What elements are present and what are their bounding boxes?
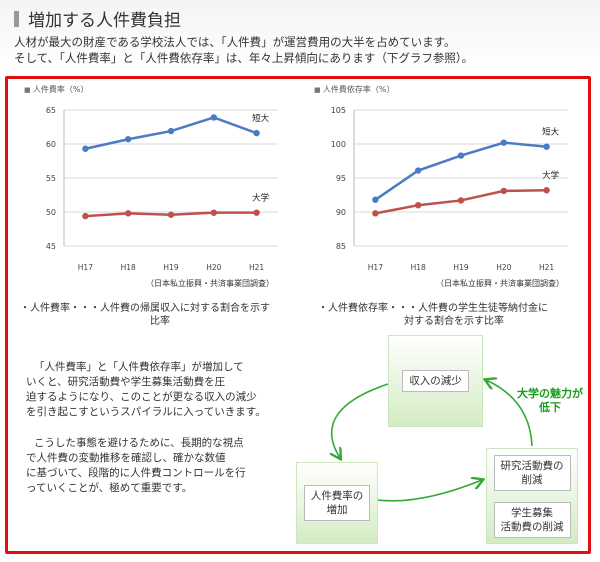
node-research-cut: 研究活動費の 削減: [493, 454, 571, 491]
arrow-research-to-income: [486, 380, 533, 447]
data-point: [372, 210, 379, 217]
arrow-income-to-personnel: [332, 383, 389, 458]
data-point: [543, 187, 550, 194]
node-income-decrease: 収入の減少: [388, 335, 483, 427]
arrow-personnel-to-research: [377, 480, 482, 502]
y-tick-label: 90: [336, 208, 346, 217]
definition-line: 比率: [150, 316, 170, 327]
chart-source: （日本私立振興・共済事業団調査）: [436, 278, 564, 288]
body-line: 迫するようになり、このことが更なる収入の減少: [26, 391, 257, 403]
data-point: [500, 187, 507, 195]
node-label: 人件費率の 増加: [303, 485, 371, 521]
data-point: [415, 202, 422, 209]
header-band: [0, 0, 600, 72]
body-line: で人件費の変動推移を確認し、確かな数値: [26, 452, 226, 464]
body-line: 「人件費率」と「人件費依存率」が増加して: [34, 361, 244, 373]
data-point: [210, 114, 217, 121]
node-label-line: 増加: [326, 504, 348, 516]
data-point: [253, 129, 260, 137]
data-point: [210, 209, 217, 216]
x-tick-label: H21: [539, 263, 554, 272]
y-tick-label: 85: [336, 242, 346, 251]
chart-dependency-rate: 人件費依存率（%） 85 90 95 100 105 H17 H18 H19 H20 H21 （日本…: [312, 80, 586, 292]
series-label: 大学: [252, 193, 270, 204]
chart-personnel-rate-svg: 45 50 55 60 65 H17 H18 H19 H20 H21 （日本私立振興・共済事業団調査…: [46, 106, 278, 288]
content-frame: [5, 76, 591, 554]
definition-personnel-rate: ・人件費率・・・人件費の帰属収入に対する割合を示す 比率: [20, 302, 300, 328]
body-paragraph-1: 「人件費率」と「人件費依存率」が増加して いくと、研究活動費や学生募集活動費を圧…: [26, 360, 294, 420]
data-point: [82, 212, 89, 220]
body-line: こうした事態を避けるために、長期的な視点: [34, 437, 244, 449]
cycle-arrows: [300, 330, 533, 502]
data-point: [82, 145, 89, 152]
definition-dependency-rate: ・人件費依存率・・・人件費の学生生徒等納付金に 対する割合を示す比率: [318, 302, 590, 328]
node-label-line: 活動費の削減: [500, 520, 564, 533]
series-label: 短大: [252, 113, 270, 124]
intro-line-2: そして、「人件費率」と「人件費依存率」は、年々上昇傾向にあります（下グラフ参照）…: [14, 51, 474, 65]
data-point: [167, 127, 175, 135]
data-point: [372, 196, 379, 203]
y-tick-label: 45: [46, 242, 56, 251]
intro-text: 人材が最大の財産である学校法人では、「人件費」が運営費用の大半を占めています。 …: [14, 34, 473, 66]
x-tick-label: H18: [411, 263, 426, 272]
data-point: [500, 139, 507, 146]
y-tick-label: 65: [46, 106, 56, 115]
node-label-line: 研究活動費の: [500, 459, 564, 472]
x-tick-label: H20: [496, 263, 511, 272]
x-tick-label: H19: [453, 263, 468, 272]
data-point: [457, 197, 465, 204]
body-line: っていくことが、極めて重要です。: [26, 482, 193, 494]
node-recruit-cut: 学生募集 活動費の削減: [493, 501, 571, 538]
definition-line: ・人件費依存率・・・人件費の学生生徒等納付金に: [318, 303, 548, 314]
chart-personnel-rate: 人件費率（%） 45 50 55 60 65 H17 H18 H19 H20 H21 （日本私立振興…: [22, 80, 296, 292]
x-tick-label: H21: [249, 263, 264, 272]
charm-line: 低下: [539, 401, 561, 414]
page-title: 増加する人件費負担: [28, 11, 181, 31]
x-tick-label: H19: [163, 263, 178, 272]
x-tick-label: H20: [206, 263, 221, 272]
charm-line: 大学の魅力が: [517, 387, 583, 400]
data-point: [457, 152, 465, 159]
y-tick-label: 60: [46, 140, 56, 149]
node-label-line: 削減: [521, 473, 543, 486]
y-tick-label: 105: [331, 106, 346, 115]
data-point: [125, 136, 132, 143]
y-tick-label: 100: [331, 140, 346, 149]
data-point: [125, 210, 132, 217]
node-label: 収入の減少: [402, 370, 469, 392]
body-paragraph-2: こうした事態を避けるために、長期的な視点 で人件費の変動推移を確認し、確かな数値…: [26, 436, 294, 496]
x-tick-label: H18: [121, 263, 136, 272]
node-label-line: 人件費率の: [310, 490, 364, 502]
definition-line: 対する割合を示す比率: [404, 316, 504, 327]
intro-line-1: 人材が最大の財産である学校法人では、「人件費」が運営費用の大半を占めています。: [14, 35, 456, 49]
data-point: [543, 143, 550, 150]
y-tick-label: 95: [336, 174, 346, 183]
y-tick-label: 50: [46, 208, 56, 217]
body-line: に基づいて、段階的に人件費コントロールを行: [26, 467, 246, 479]
chart-dependency-rate-svg: 85 90 95 100 105 H17 H18 H19 H20 H21 （日本私立振興・共済事業団…: [331, 106, 568, 288]
charm-decrease-label: 大学の魅力が 低下: [517, 387, 583, 415]
x-tick-label: H17: [368, 263, 383, 272]
y-tick-label: 55: [46, 174, 56, 183]
chart-source: （日本私立振興・共済事業団調査）: [146, 278, 274, 288]
series-label: 短大: [542, 127, 560, 138]
series-label: 大学: [542, 170, 560, 181]
definition-line: ・人件費率・・・人件費の帰属収入に対する割合を示す: [20, 303, 270, 314]
data-point: [167, 211, 175, 218]
body-line: を引き起こすというスパイラルに入っていきます。: [26, 406, 266, 418]
body-line: いくと、研究活動費や学生募集活動費を圧: [26, 376, 226, 388]
data-point: [253, 209, 260, 216]
x-tick-label: H17: [78, 263, 93, 272]
node-cost-cuts: 研究活動費の 削減 学生募集 活動費の削減: [486, 448, 578, 544]
title-accent-bar: [14, 11, 19, 27]
node-personnel-increase: 人件費率の 増加: [296, 462, 378, 544]
node-label-line: 学生募集: [511, 506, 553, 519]
chart-title: 人件費依存率（%）: [314, 84, 395, 95]
data-point: [415, 167, 422, 174]
chart-title: 人件費率（%）: [24, 84, 89, 95]
